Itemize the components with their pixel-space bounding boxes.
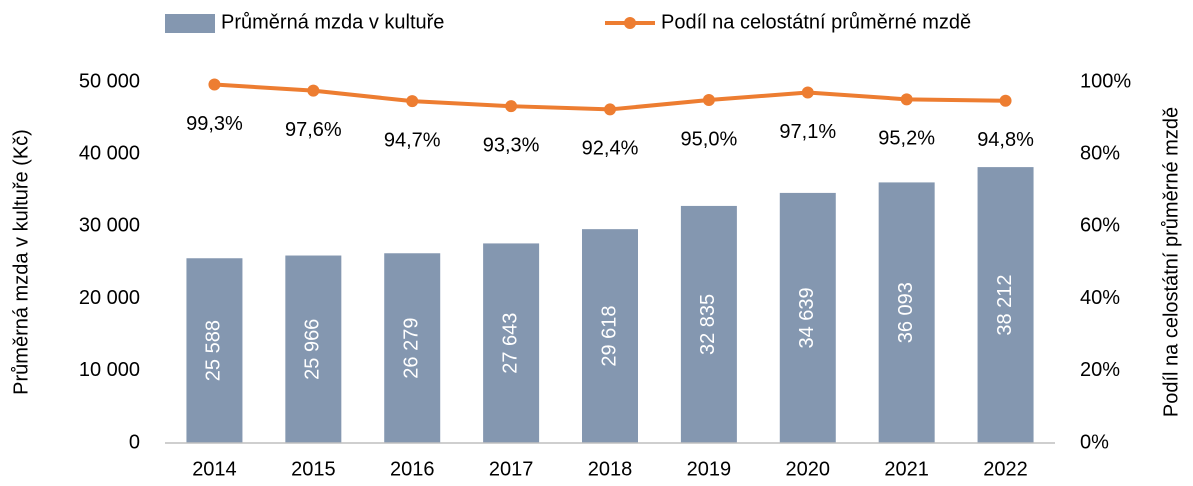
x-tick-label: 2020 xyxy=(786,458,831,480)
y2-tick-label: 80% xyxy=(1080,142,1120,164)
line-value-label: 99,3% xyxy=(186,113,243,135)
x-tick-label: 2018 xyxy=(588,458,633,480)
x-tick-label: 2017 xyxy=(489,458,534,480)
x-tick-label: 2016 xyxy=(390,458,435,480)
bar-value-label: 25 588 xyxy=(203,320,225,381)
y-axis-label: Průměrná mzda v kultuře (Kč) xyxy=(10,129,32,395)
bar xyxy=(186,258,243,443)
line-point xyxy=(208,78,221,91)
x-tick-label: 2019 xyxy=(687,458,732,480)
line-value-label: 93,3% xyxy=(483,134,540,156)
bar xyxy=(384,253,441,443)
x-tick-label: 2015 xyxy=(291,458,336,480)
bar-value-label: 26 279 xyxy=(401,318,423,379)
x-tick-label: 2021 xyxy=(884,458,929,480)
line-point xyxy=(702,94,715,107)
y2-tick-label: 20% xyxy=(1080,359,1120,381)
bar xyxy=(483,243,540,443)
y-tick-label: 40 000 xyxy=(79,142,140,164)
y2-tick-label: 0% xyxy=(1080,431,1109,453)
line-value-label: 94,7% xyxy=(384,129,441,151)
line-value-label: 97,6% xyxy=(285,119,342,141)
bar xyxy=(977,167,1034,443)
line-point xyxy=(406,95,419,108)
x-tick-label: 2022 xyxy=(983,458,1028,480)
bar-value-label: 25 966 xyxy=(302,319,324,380)
line-point xyxy=(505,100,518,113)
bar-value-label: 27 643 xyxy=(499,313,521,374)
line-value-label: 95,0% xyxy=(681,128,738,150)
bar xyxy=(779,192,836,443)
bar xyxy=(878,182,935,443)
legend-swatch xyxy=(624,17,636,29)
line-value-label: 95,2% xyxy=(878,128,935,150)
bar-value-label: 29 618 xyxy=(598,305,620,366)
bar-value-label: 38 212 xyxy=(994,274,1016,335)
line-point xyxy=(999,94,1012,107)
y2-tick-label: 100% xyxy=(1080,70,1131,92)
bar-value-label: 34 639 xyxy=(796,287,818,348)
y-tick-label: 20 000 xyxy=(79,287,140,309)
legend-label: Průměrná mzda v kultuře xyxy=(221,11,444,33)
line-value-label: 92,4% xyxy=(582,138,639,160)
line-value-label: 94,8% xyxy=(977,129,1034,151)
y2-axis-label: Podíl na celostátní průměrné mzdě xyxy=(1160,107,1182,417)
legend-label: Podíl na celostátní průměrné mzdě xyxy=(661,11,971,33)
line-point xyxy=(801,86,814,99)
bar xyxy=(582,229,638,443)
line-point xyxy=(900,93,913,106)
bar-value-label: 36 093 xyxy=(895,282,917,343)
line-point xyxy=(604,103,616,116)
y2-tick-label: 60% xyxy=(1080,215,1120,237)
y-tick-label: 10 000 xyxy=(79,359,140,381)
y2-tick-label: 40% xyxy=(1080,287,1120,309)
y-tick-label: 0 xyxy=(129,431,140,453)
y-tick-label: 30 000 xyxy=(79,215,140,237)
legend-swatch xyxy=(165,14,215,33)
bar xyxy=(285,255,342,443)
y-tick-label: 50 000 xyxy=(79,70,140,92)
bar-value-label: 32 835 xyxy=(697,294,719,355)
bar xyxy=(680,205,737,443)
line-point xyxy=(307,84,320,97)
line-value-label: 97,1% xyxy=(779,121,836,143)
x-tick-label: 2014 xyxy=(192,458,237,480)
